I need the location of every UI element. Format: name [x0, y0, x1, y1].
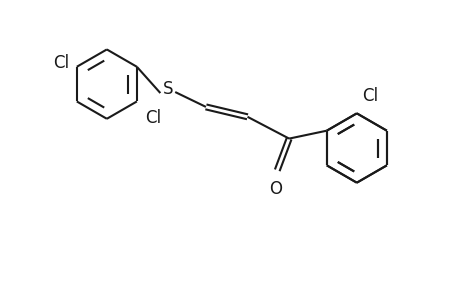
- Text: S: S: [162, 80, 173, 98]
- Text: Cl: Cl: [53, 54, 69, 72]
- Text: O: O: [268, 180, 281, 198]
- Text: Cl: Cl: [145, 110, 161, 128]
- Text: Cl: Cl: [361, 87, 377, 105]
